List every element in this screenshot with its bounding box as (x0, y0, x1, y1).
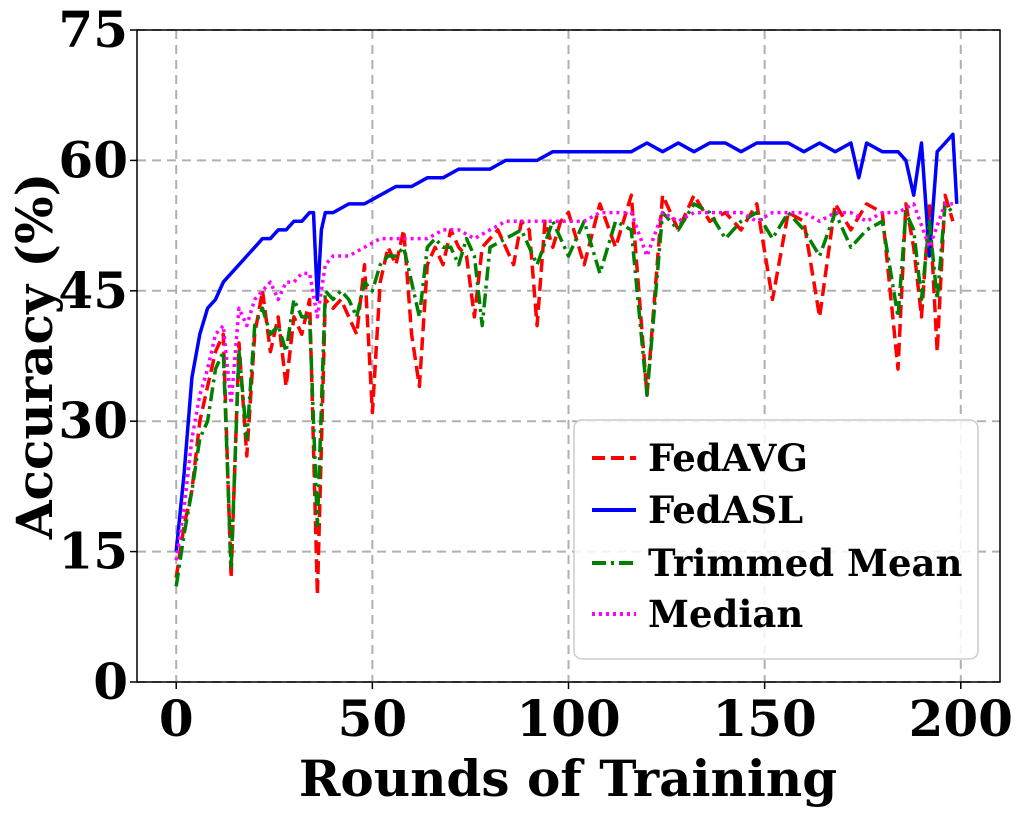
y-tick-label: 30 (58, 391, 128, 450)
y-tick-label: 15 (58, 522, 128, 581)
y-tick-label: 60 (58, 130, 128, 189)
series-line-fedasl (174, 132, 959, 552)
legend-label: Median (648, 592, 803, 636)
series-line-fedavg (174, 193, 955, 597)
x-tick-label: 0 (159, 689, 194, 748)
x-tick-label: 200 (909, 689, 1013, 748)
y-axis-title: Accuracy (%) (5, 173, 64, 541)
y-tick-label: 75 (58, 0, 128, 59)
x-axis-title: Rounds of Training (299, 749, 837, 808)
series-line-median (174, 202, 953, 561)
legend-box (573, 419, 979, 660)
legend: FedAVG FedASL Trimmed Mean Median (573, 419, 979, 660)
y-tick-label: 45 (58, 261, 128, 320)
legend-label: FedASL (648, 488, 803, 532)
series-line-trimmed-mean (174, 202, 955, 587)
legend-label: FedAVG (648, 436, 808, 480)
y-tick-label: 0 (93, 652, 128, 711)
series-layer (174, 132, 959, 597)
x-tick-label: 50 (338, 689, 408, 748)
x-tick-label: 100 (516, 689, 620, 748)
legend-label: Trimmed Mean (648, 541, 962, 585)
x-tick-label: 150 (712, 689, 816, 748)
tick-layer: 0 50 100 150 200 0 15 30 45 60 75 (58, 0, 1013, 748)
